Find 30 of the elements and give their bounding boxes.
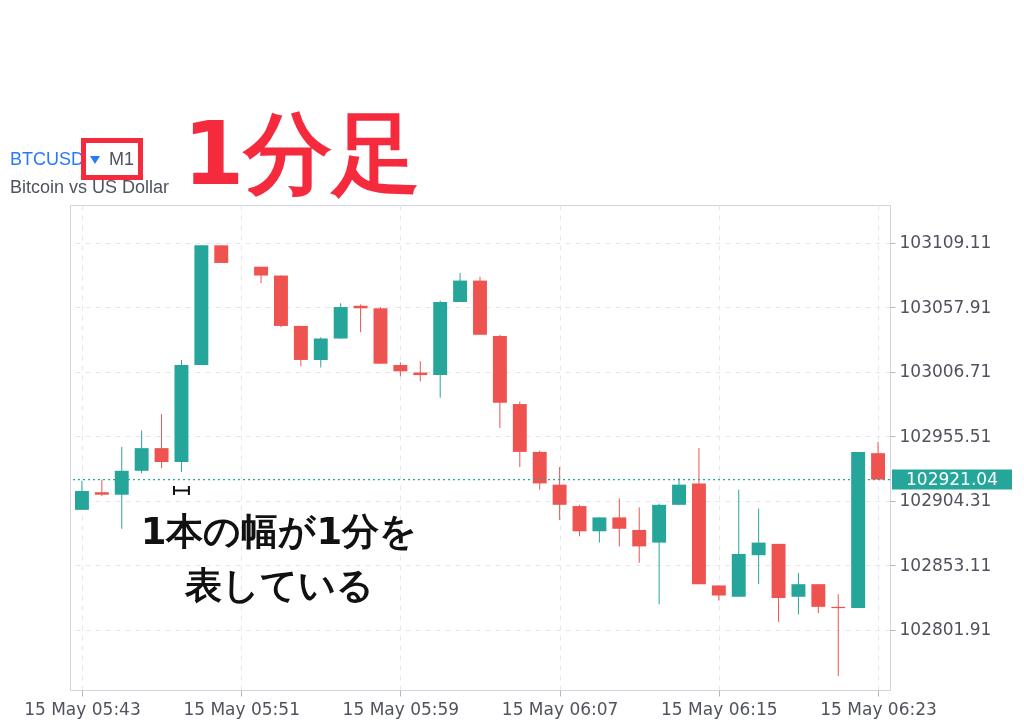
candlestick	[74, 480, 89, 511]
x-tick-label: 15 May 06:23	[820, 698, 937, 719]
x-tick-label: 15 May 06:07	[501, 698, 619, 719]
x-tick-label: 15 May 05:59	[342, 698, 460, 719]
text: 1分足	[183, 102, 421, 205]
y-tick-label: 102853.11	[899, 554, 992, 575]
x-tick-label: 15 May 05:43	[24, 698, 141, 719]
x-tick-label: 15 May 06:15	[661, 698, 778, 719]
y-tick-label: 103109.11	[899, 232, 992, 253]
candlestick	[154, 413, 169, 469]
candlestick	[811, 583, 826, 614]
ref-line-label: 102921.04	[906, 468, 998, 489]
candlestick	[612, 498, 627, 547]
annotation: 1本の幅が1分を表している	[139, 509, 419, 609]
x-tick-label: 15 May 05:51	[183, 698, 300, 719]
candlestick	[552, 466, 567, 521]
candlestick	[453, 272, 468, 303]
candlestick	[791, 572, 806, 615]
y-tick-label: 103006.71	[899, 361, 992, 382]
chart-subtitle: Bitcoin vs US Dollar	[10, 177, 170, 197]
candlestick	[632, 506, 647, 564]
candlestick	[751, 508, 766, 585]
y-tick-label: 103057.91	[899, 296, 992, 317]
y-tick-label: 102955.51	[899, 425, 992, 446]
y-tick-label: 102904.31	[899, 490, 992, 511]
text: M1	[109, 149, 135, 169]
y-tick-label: 102801.91	[899, 619, 992, 640]
candlestick	[313, 336, 328, 369]
candlestick	[592, 516, 607, 544]
candlestick	[134, 429, 149, 474]
